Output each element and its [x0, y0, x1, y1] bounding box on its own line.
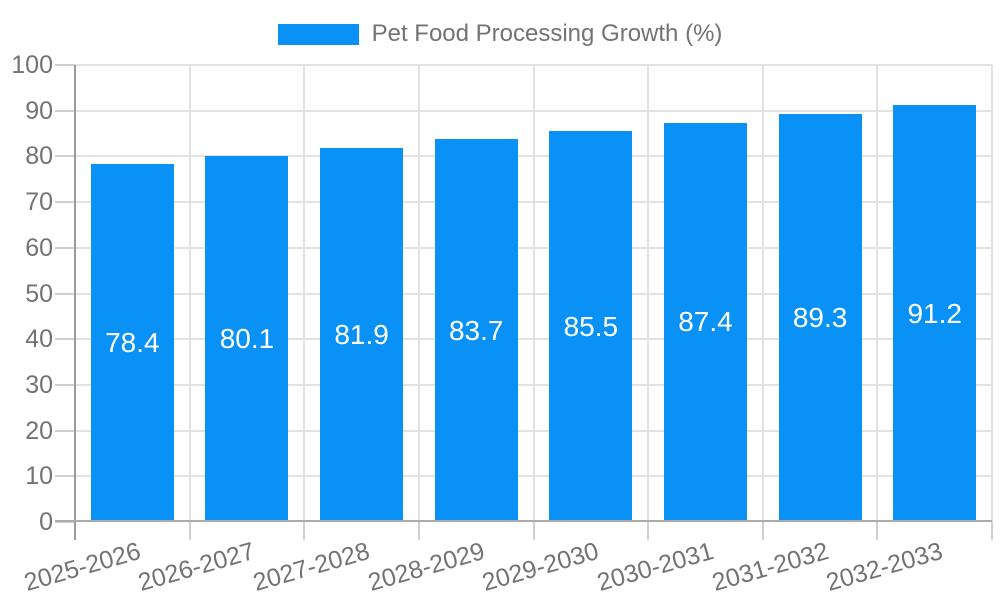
y-axis-tick-label: 70	[25, 188, 53, 217]
x-axis-category-label: 2025-2026	[20, 537, 144, 597]
y-axis-tick	[55, 155, 75, 158]
gridline-vertical	[876, 65, 879, 522]
y-axis-tick	[55, 475, 75, 478]
bar-2028-2029[interactable]: 83.7	[434, 139, 518, 522]
bar-value-label: 91.2	[907, 297, 962, 329]
y-axis-tick-label: 0	[39, 508, 53, 536]
x-axis-tick	[991, 522, 993, 540]
gridline-vertical	[532, 65, 535, 522]
x-axis-tick	[532, 522, 535, 540]
bar-2030-2031[interactable]: 87.4	[663, 122, 747, 522]
legend-swatch-icon	[277, 23, 359, 45]
bar-value-label: 89.3	[792, 301, 848, 333]
y-axis-tick-label: 50	[25, 279, 53, 308]
gridline-vertical	[188, 65, 191, 522]
x-axis-tick	[647, 522, 650, 540]
bar-value-label: 85.5	[563, 310, 619, 342]
bar-2025-2026[interactable]: 78.4	[90, 163, 174, 522]
y-axis-tick	[55, 246, 75, 249]
x-axis-tick	[876, 522, 879, 540]
x-axis-category-label: 2027-2028	[250, 537, 373, 597]
bar-2031-2032[interactable]: 89.3	[778, 113, 862, 522]
bar-value-label: 80.1	[219, 322, 275, 354]
y-axis-tick-label: 60	[25, 233, 53, 262]
x-axis-tick	[417, 522, 420, 540]
gridline-vertical	[761, 65, 764, 522]
gridline-vertical	[303, 65, 306, 522]
y-axis-tick	[55, 64, 75, 66]
bar-value-label: 78.4	[105, 326, 160, 358]
y-axis-tick-label: 20	[25, 416, 53, 445]
y-axis-tick-label: 30	[25, 370, 53, 399]
bar-2027-2028[interactable]: 81.9	[320, 147, 404, 522]
y-axis-tick	[55, 521, 75, 523]
gridline-vertical	[647, 65, 650, 522]
gridline-vertical	[991, 65, 993, 522]
bar-value-label: 83.7	[448, 314, 504, 346]
x-axis-category-label: 2029-2030	[479, 537, 602, 597]
x-axis-line	[55, 520, 992, 522]
legend-label: Pet Food Processing Growth (%)	[371, 20, 723, 47]
bar-value-label: 87.4	[678, 306, 733, 338]
y-axis-tick-label: 80	[25, 142, 53, 171]
bar-2026-2027[interactable]: 80.1	[205, 155, 289, 522]
x-axis-category-label: 2030-2031	[593, 537, 717, 597]
y-axis-tick-label: 40	[25, 325, 53, 354]
gridline-vertical	[417, 65, 420, 522]
legend[interactable]: Pet Food Processing Growth (%)	[0, 20, 1000, 48]
x-axis-category-label: 2028-2029	[364, 537, 488, 597]
x-axis-tick	[303, 522, 306, 540]
y-axis-line	[74, 65, 76, 540]
y-axis-tick-label: 10	[25, 462, 53, 491]
bar-2029-2030[interactable]: 85.5	[549, 131, 633, 522]
y-axis-tick	[55, 338, 75, 341]
x-axis-tick	[761, 522, 764, 540]
y-axis-tick	[55, 383, 75, 386]
x-axis-category-label: 2031-2032	[708, 537, 832, 597]
x-axis-category-label: 2032-2033	[823, 537, 946, 597]
bar-2032-2033[interactable]: 91.2	[893, 105, 977, 522]
y-axis-tick-label: 100	[11, 51, 53, 79]
y-axis-tick	[55, 201, 75, 204]
y-axis-tick	[55, 429, 75, 432]
y-axis-tick-label: 90	[25, 96, 53, 125]
bar-value-label: 81.9	[334, 318, 389, 350]
x-axis-tick	[188, 522, 191, 540]
y-axis-tick	[55, 109, 75, 112]
y-axis-tick	[55, 292, 75, 295]
x-axis-category-label: 2026-2027	[135, 537, 259, 597]
